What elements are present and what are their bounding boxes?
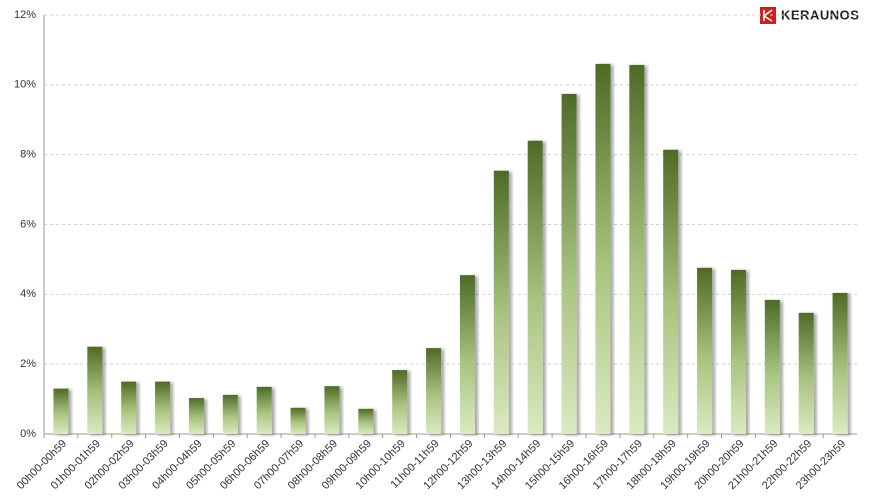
logo-icon (760, 7, 776, 24)
bar (392, 370, 408, 434)
y-tick-label: 12% (14, 9, 36, 21)
y-tick-label: 8% (20, 149, 36, 161)
bar (155, 381, 171, 434)
y-tick-label: 2% (20, 358, 36, 370)
bar (798, 312, 814, 434)
bar (324, 386, 340, 434)
y-tick-label: 6% (20, 218, 36, 230)
y-tick-label: 10% (14, 79, 36, 91)
bar (121, 381, 137, 434)
bar (697, 267, 713, 434)
bar (561, 93, 577, 434)
y-tick-label: 4% (20, 288, 36, 300)
bar (493, 170, 509, 434)
bar (188, 398, 204, 434)
bar (358, 408, 374, 434)
bar (87, 346, 103, 434)
bar (290, 407, 306, 434)
bar (53, 388, 69, 434)
bar (595, 63, 611, 435)
y-tick-label: 0% (20, 428, 36, 440)
bar (459, 275, 475, 434)
bar (426, 348, 442, 434)
bar (222, 394, 238, 434)
bar (663, 149, 679, 435)
bar (832, 292, 848, 434)
bar (256, 386, 272, 434)
bar (764, 299, 780, 434)
bar (629, 64, 645, 434)
bar (730, 269, 746, 434)
bar (527, 140, 543, 434)
